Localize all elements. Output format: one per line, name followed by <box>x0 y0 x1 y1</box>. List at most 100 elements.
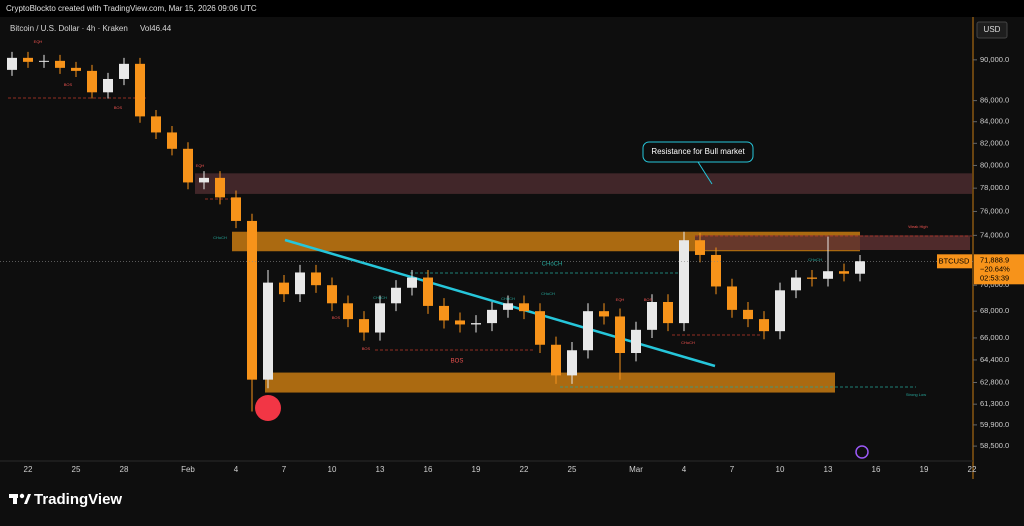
candle-body <box>663 301 673 324</box>
x-tick-label: 4 <box>682 465 687 474</box>
zone <box>695 235 970 251</box>
annotation: CHoCH <box>808 257 822 262</box>
header-band <box>0 0 1024 17</box>
candle-body <box>775 290 785 332</box>
candle-body <box>439 305 449 321</box>
x-tick-label: Feb <box>181 465 195 474</box>
candle-body <box>855 261 865 274</box>
annotation: CHoCH <box>542 262 563 268</box>
candle-body <box>103 78 113 93</box>
chart-title: Bitcoin / U.S. Dollar · 4h · Kraken <box>10 24 128 33</box>
annotation: BOS <box>114 105 123 110</box>
y-tick-label: 74,000.0 <box>980 230 1009 239</box>
x-tick-label: 16 <box>872 465 881 474</box>
candle-body <box>711 254 721 287</box>
candle-body <box>391 287 401 304</box>
callout-pointer <box>697 161 713 185</box>
y-tick-label: 66,000.0 <box>980 333 1009 342</box>
x-tick-label: 16 <box>424 465 433 474</box>
candle-body <box>455 320 465 325</box>
candle-body <box>599 311 609 317</box>
annotation: EQH <box>616 297 625 302</box>
candle-body <box>359 319 369 333</box>
annotation: Weak High <box>908 224 928 229</box>
logo: TradingView <box>34 491 122 508</box>
footer <box>0 479 1024 521</box>
y-tick-label: 68,000.0 <box>980 306 1009 315</box>
x-tick-label: 22 <box>520 465 529 474</box>
x-tick-label: 13 <box>376 465 385 474</box>
candle-body <box>87 70 97 93</box>
x-tick-label: 10 <box>776 465 785 474</box>
credit: CryptoBlockto created with TradingView.c… <box>6 4 257 13</box>
annotation: CHoCH <box>501 296 515 301</box>
annotation: Strong Low <box>906 392 926 397</box>
annotation: BOS <box>64 82 73 87</box>
zone <box>265 372 835 393</box>
symbol: BTCUSD <box>939 256 970 265</box>
candle-body <box>7 57 17 70</box>
y-tick-label: 64,400.0 <box>980 355 1009 364</box>
price: 71,888.9 <box>980 255 1009 264</box>
candle-body <box>615 316 625 354</box>
candle-body <box>23 57 33 62</box>
logo-icon <box>9 493 31 504</box>
candle-body <box>279 282 289 295</box>
candle-body <box>231 197 241 221</box>
candle-body <box>583 311 593 351</box>
y-tick-label: 86,000.0 <box>980 96 1009 105</box>
y-tick-label: 76,000.0 <box>980 206 1009 215</box>
currency-box <box>976 21 1008 39</box>
candle-body <box>327 285 337 304</box>
candle-body <box>471 323 481 325</box>
candle-body <box>503 303 513 310</box>
candle-body <box>39 60 49 62</box>
x-tick-label: 7 <box>730 465 735 474</box>
annotation: EQH <box>34 39 43 44</box>
annotation: CHoCH <box>541 291 555 296</box>
y-tick-label: 78,000.0 <box>980 183 1009 192</box>
candle-body <box>423 277 433 306</box>
price-tag <box>974 254 1024 285</box>
y-tick-label: 61,300.0 <box>980 399 1009 408</box>
candle-body <box>743 309 753 320</box>
annotation: BOS <box>332 315 341 320</box>
marker-dot <box>255 395 281 421</box>
candle-body <box>839 271 849 274</box>
x-tick-label: 22 <box>968 465 977 474</box>
x-tick-label: 22 <box>24 465 33 474</box>
annotation: CHoCH <box>681 340 695 345</box>
y-tick-label: 82,000.0 <box>980 138 1009 147</box>
y-tick-label: 80,000.0 <box>980 160 1009 169</box>
countdown: 02:53:39 <box>980 273 1009 282</box>
change: −20.64% <box>980 264 1010 273</box>
candle-body <box>407 277 417 288</box>
annotation: BOS <box>451 359 464 365</box>
y-tick-label: 59,900.0 <box>980 420 1009 429</box>
candle-body <box>631 329 641 354</box>
candle-body <box>551 344 561 376</box>
candle-body <box>183 148 193 183</box>
annotation: CHoCH <box>213 235 227 240</box>
y-tick-label: 58,500.0 <box>980 441 1009 450</box>
y-tick-label: 70,000.0 <box>980 280 1009 289</box>
x-tick-label: 19 <box>920 465 929 474</box>
candle-body <box>823 271 833 279</box>
candle-body <box>679 240 689 324</box>
icon <box>855 445 869 459</box>
candle-body <box>375 303 385 333</box>
x-tick-label: 25 <box>72 465 81 474</box>
candle-body <box>55 60 65 68</box>
x-tick-label: 4 <box>234 465 239 474</box>
symbol-tag <box>937 254 972 269</box>
y-tick-label: 84,000.0 <box>980 117 1009 126</box>
candle-body <box>567 350 577 376</box>
trendline <box>284 238 716 368</box>
candle-body <box>519 303 529 312</box>
candle-body <box>263 282 273 380</box>
candle-body <box>167 132 177 149</box>
x-tick-label: 19 <box>472 465 481 474</box>
candle-body <box>119 63 129 79</box>
